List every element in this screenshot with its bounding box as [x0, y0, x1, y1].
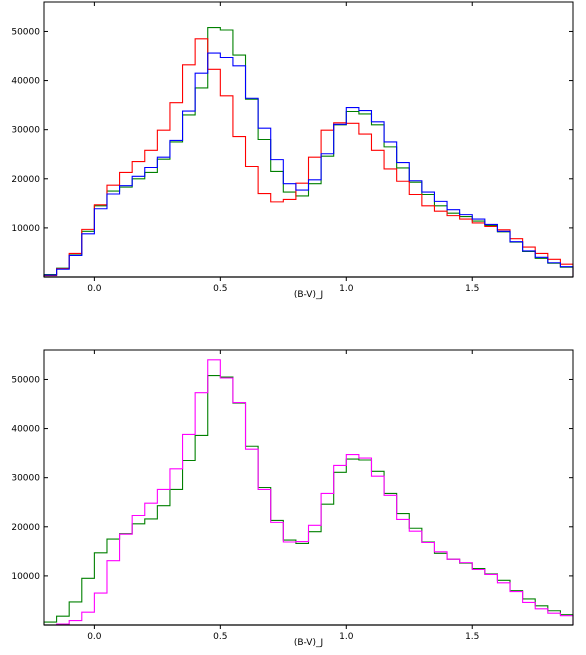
histogram-panel-2: 0.0 0.5 1.0 1.5 10000 20000 30000 40000 50000 (B-…: [11, 349, 574, 648]
y-tick-label: 30000: [11, 474, 40, 484]
histogram-series-1-1: [43, 26, 574, 277]
x-axis-label: (B-V)_J: [294, 290, 323, 300]
x-axis-label: (B-V)_J: [294, 638, 323, 648]
plot-frame: [43, 1, 574, 278]
histogram-series-1-3: [43, 52, 574, 277]
histogram-panel-1: 0.0 0.5 1.0 1.5 10000 20000 30000 40000 50000 (B-…: [11, 1, 574, 300]
x-tick-label: 0.5: [213, 284, 227, 294]
x-tick-label: 1.0: [339, 284, 354, 294]
x-tick-label: 1.0: [339, 632, 354, 642]
x-tick-label: 1.5: [465, 284, 479, 294]
y-tick-label: 20000: [11, 175, 40, 185]
histogram-series-1-2: [43, 38, 574, 277]
histogram-series-2-1: [43, 374, 574, 625]
y-tick-label: 30000: [11, 126, 40, 136]
histogram-series-2-2: [44, 359, 574, 626]
y-tick-label: 40000: [11, 425, 40, 435]
x-tick-label: 0.0: [87, 284, 102, 294]
plot-frame: [43, 349, 574, 626]
y-tick-label: 50000: [11, 27, 40, 37]
y-tick-label: 20000: [11, 523, 40, 533]
y-tick-label: 50000: [11, 375, 40, 385]
y-tick-label: 10000: [11, 224, 40, 234]
x-tick-label: 0.5: [213, 632, 227, 642]
x-tick-label: 0.0: [87, 632, 102, 642]
y-tick-label: 40000: [11, 77, 40, 87]
x-tick-label: 1.5: [465, 632, 479, 642]
y-tick-label: 10000: [11, 572, 40, 582]
